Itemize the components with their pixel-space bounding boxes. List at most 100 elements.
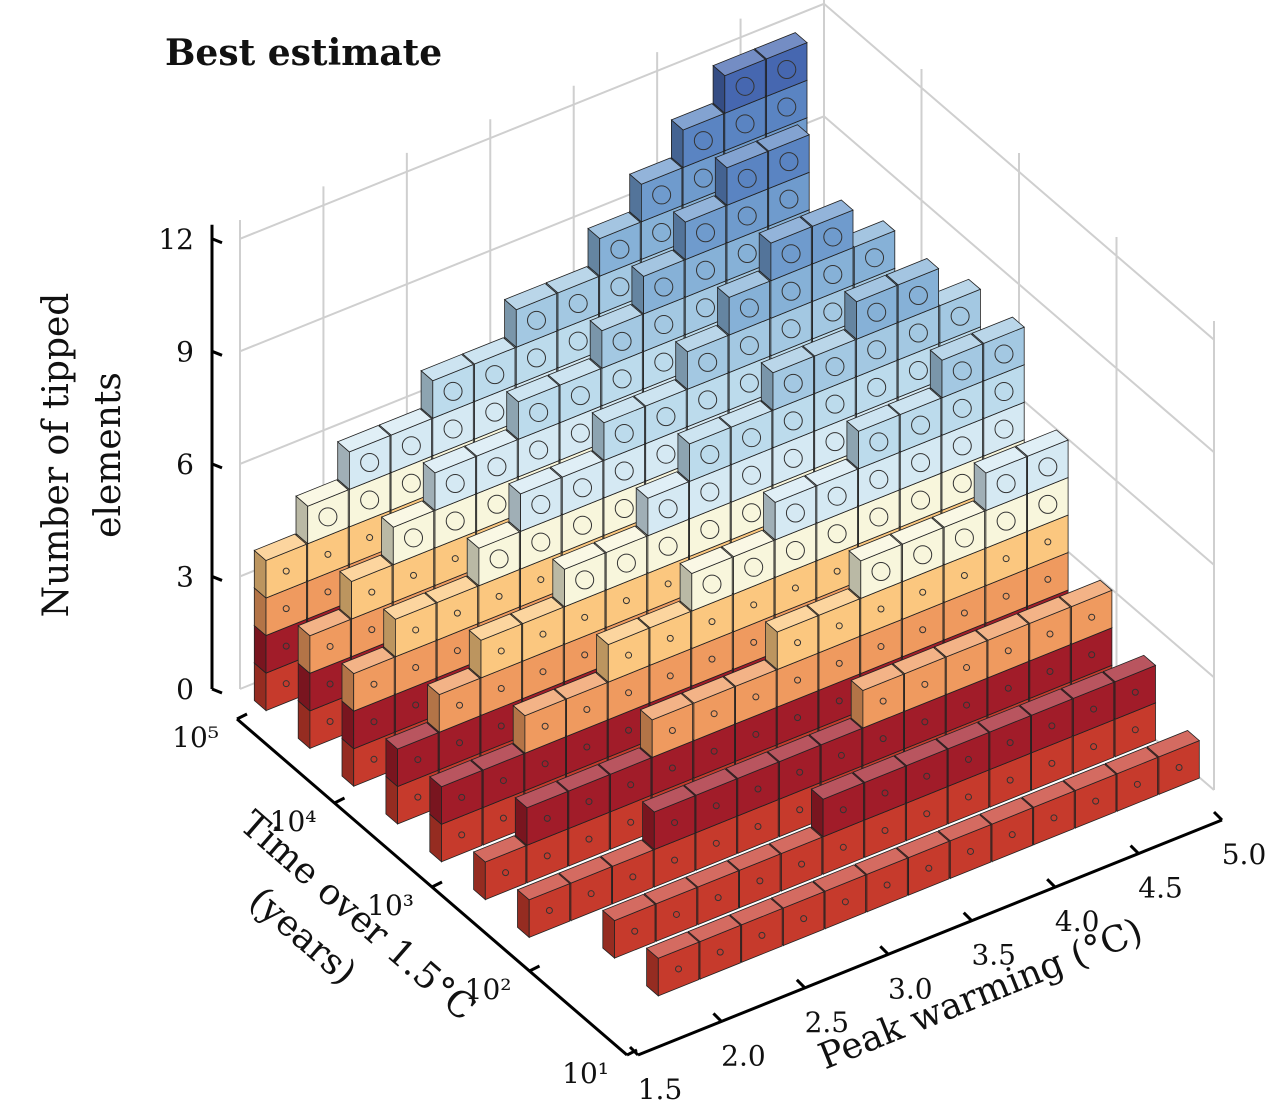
- bar-hatch: [913, 545, 933, 565]
- bar-top: [850, 663, 905, 691]
- tick-mark: [236, 712, 248, 721]
- tick-mark: [1212, 810, 1224, 822]
- bar-hatch: [867, 340, 887, 360]
- bar-hatch: [1131, 688, 1139, 696]
- bar-hatch: [735, 114, 755, 134]
- bar-hatch: [570, 386, 590, 406]
- bar-hatch: [629, 873, 637, 881]
- bar-hatch: [666, 634, 674, 642]
- bar-hatch: [575, 570, 595, 590]
- bar-top: [602, 893, 656, 922]
- z-tick-label: 9: [176, 335, 194, 368]
- bar-hatch: [867, 377, 887, 397]
- bar-top: [979, 797, 1034, 825]
- bar-top: [549, 450, 604, 478]
- bar-top: [767, 734, 821, 763]
- bar-top: [725, 751, 779, 779]
- bar-hatch: [581, 613, 589, 621]
- y-tick-label: 10²: [465, 973, 512, 1006]
- bar-top: [645, 931, 700, 959]
- bar-hatch: [923, 810, 931, 818]
- tick-mark: [1129, 844, 1140, 855]
- bar-hatch: [783, 411, 803, 431]
- bar-top: [643, 877, 698, 905]
- bar-hatch: [443, 381, 463, 401]
- bar-hatch: [502, 869, 510, 877]
- bar-hatch: [568, 294, 588, 314]
- bar-hatch: [1088, 651, 1096, 659]
- tick-mark: [626, 1048, 638, 1057]
- bar-hatch: [541, 760, 549, 768]
- bar-top: [973, 446, 1028, 474]
- z-axis-label: elements: [88, 372, 129, 538]
- bar-stack: [341, 646, 395, 788]
- bar-hatch: [869, 507, 889, 527]
- bar-hatch: [675, 965, 683, 973]
- bar-top: [631, 249, 685, 277]
- bar-hatch: [908, 361, 928, 381]
- bar-hatch: [952, 436, 972, 456]
- bar-top: [1015, 429, 1069, 457]
- bar-top: [937, 814, 992, 842]
- bar-hatch: [627, 818, 635, 826]
- bar-top: [341, 646, 395, 675]
- bar-hatch: [883, 881, 891, 889]
- bar-hatch: [779, 152, 799, 172]
- bar-hatch: [497, 722, 505, 730]
- bar-hatch: [963, 701, 971, 709]
- bar-hatch: [499, 814, 507, 822]
- bar-hatch: [368, 588, 376, 596]
- bar-hatch: [908, 323, 928, 343]
- bar-top: [505, 375, 560, 403]
- bar-hatch: [583, 743, 591, 751]
- bar-hatch: [869, 432, 889, 452]
- bar-top: [812, 864, 867, 892]
- bar-top: [810, 772, 865, 800]
- bar-hatch: [529, 440, 549, 460]
- bar-top: [890, 517, 944, 545]
- bar-top: [892, 646, 946, 675]
- bar-hatch: [656, 444, 676, 464]
- bar-hatch: [735, 76, 755, 96]
- bar-hatch: [541, 722, 549, 730]
- bar-hatch: [785, 503, 805, 523]
- bar-hatch: [777, 60, 797, 80]
- bar-hatch: [654, 352, 674, 372]
- bar-hatch: [672, 910, 680, 918]
- bar-hatch: [919, 588, 927, 596]
- bar-top: [848, 534, 902, 562]
- bar-top: [687, 914, 742, 943]
- x-tick-label: 4.5: [1138, 872, 1183, 905]
- bar-hatch: [497, 647, 505, 655]
- bar-hatch: [412, 626, 420, 634]
- y-tick-label: 10³: [367, 889, 414, 922]
- tick-mark: [795, 978, 806, 989]
- bar-top: [514, 780, 569, 809]
- bar-hatch: [1048, 759, 1056, 767]
- bar-top: [587, 211, 641, 240]
- bar-top: [887, 387, 942, 415]
- bar-hatch: [837, 751, 845, 759]
- bar-top: [1102, 654, 1157, 683]
- bar-hatch: [326, 717, 334, 725]
- bar-hatch: [529, 402, 549, 422]
- bar-top: [253, 533, 308, 561]
- bar-hatch: [622, 597, 630, 605]
- tick-mark: [211, 237, 223, 245]
- tick-mark: [879, 945, 890, 956]
- bar-hatch: [825, 357, 845, 377]
- bar-hatch: [499, 777, 507, 785]
- bar-top: [1059, 579, 1113, 608]
- bar-hatch: [823, 302, 843, 322]
- bar-hatch: [865, 248, 885, 268]
- bar-hatch: [568, 331, 588, 351]
- bar-hatch: [781, 244, 801, 264]
- z-axis-label: Number of tipped: [36, 293, 77, 618]
- bar-hatch: [1131, 726, 1139, 734]
- bar-hatch: [835, 622, 843, 630]
- bar-stack: [429, 759, 483, 863]
- bar-hatch: [712, 839, 720, 847]
- bar-hatch: [570, 423, 590, 443]
- bar-hatch: [964, 755, 972, 763]
- bar-hatch: [326, 642, 334, 650]
